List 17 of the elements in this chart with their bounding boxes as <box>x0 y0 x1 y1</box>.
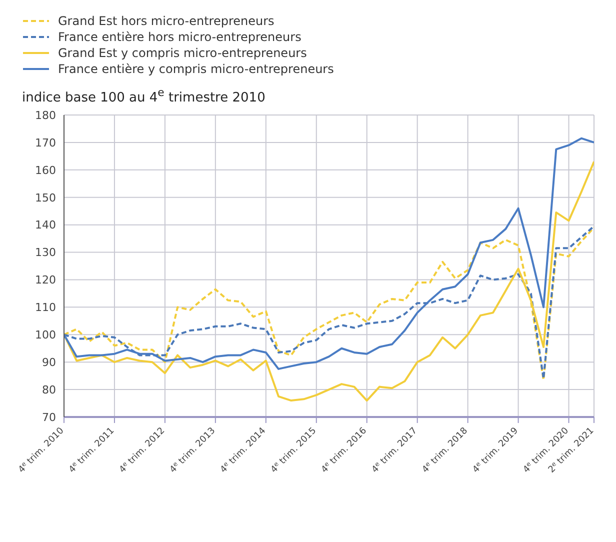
y-tick-label: 110 <box>35 301 56 314</box>
y-tick-label: 180 <box>35 109 56 122</box>
y-tick-label: 80 <box>42 384 56 397</box>
y-tick-label: 90 <box>42 356 56 370</box>
legend-label: Grand Est y compris micro-entrepreneurs <box>58 46 307 60</box>
y-tick-label: 150 <box>35 192 56 205</box>
y-tick-label: 140 <box>35 219 56 232</box>
legend-label: France entière hors micro-entrepreneurs <box>58 30 302 44</box>
y-tick-label: 120 <box>35 274 56 287</box>
y-tick-label: 160 <box>35 164 56 178</box>
legend-label: Grand Est hors micro-entrepreneurs <box>58 14 274 28</box>
y-tick-label: 170 <box>35 136 56 150</box>
y-axis-title: indice base 100 au 4$^{e}$ trimestre 2010 <box>21 85 266 108</box>
legend-label: France entière y compris micro-entrepreneurs <box>58 62 334 76</box>
y-tick-label: 130 <box>35 246 56 260</box>
y-tick-label: 70 <box>42 411 56 424</box>
y-tick-label: 100 <box>35 328 56 342</box>
